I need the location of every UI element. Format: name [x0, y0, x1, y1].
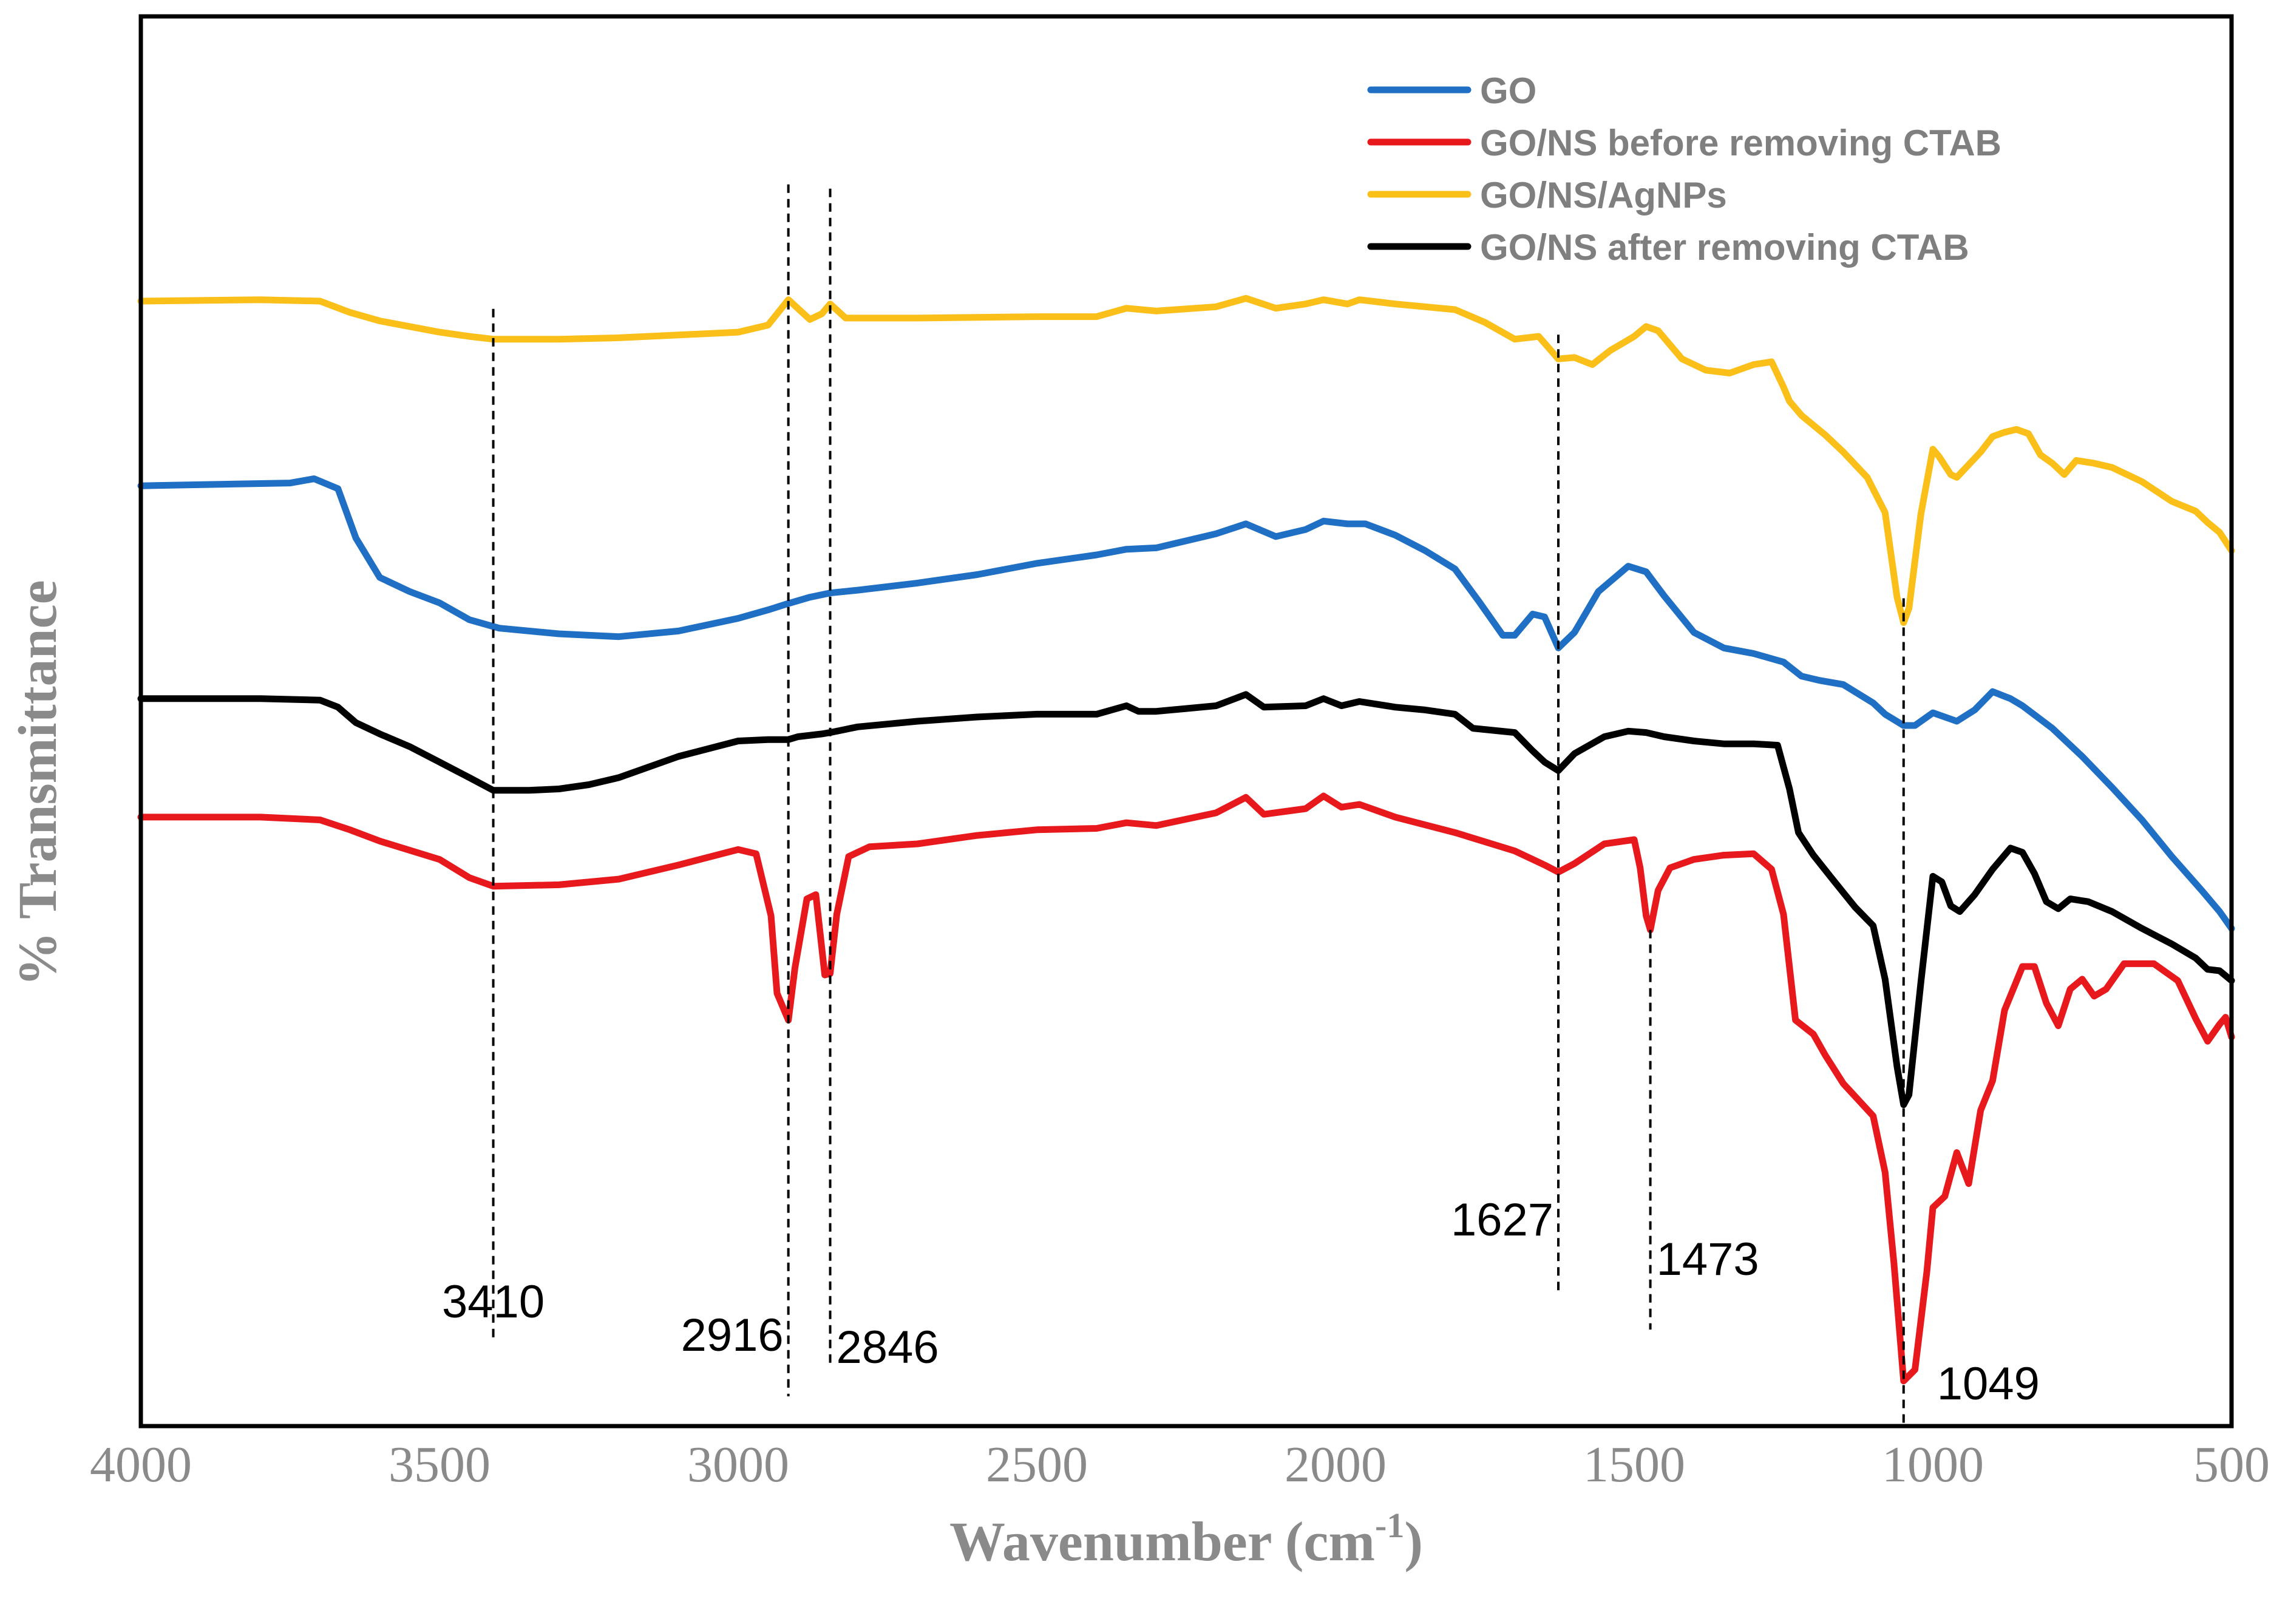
- peak-label-3410: 3410: [442, 1276, 545, 1328]
- legend-label-go-ns-after-removing-ctab: GO/NS after removing CTAB: [1480, 227, 1969, 268]
- x-axis-title-main: Wavenumber (cm: [949, 1510, 1375, 1572]
- peak-label-2846: 2846: [837, 1322, 939, 1373]
- series-layer: [137, 294, 2235, 1385]
- x-tick-label-3000: 3000: [687, 1436, 789, 1493]
- series-line-go: [137, 475, 2235, 932]
- x-tick-label-4000: 4000: [90, 1436, 192, 1493]
- legend: GO GO/NS before removing CTAB GO/NS/AgNPs G…: [1367, 70, 2001, 268]
- peak-label-1627: 1627: [1451, 1194, 1553, 1246]
- peak-label-1049: 1049: [1937, 1358, 2040, 1410]
- series-line-go-ns-after-removing-ctab: [137, 691, 2235, 1109]
- series-line-go-ns-agnps: [137, 294, 2235, 626]
- x-axis-title-close: ): [1404, 1510, 1423, 1572]
- x-tick-label-3500: 3500: [389, 1436, 491, 1493]
- legend-label-go: GO: [1480, 70, 1536, 111]
- x-axis-title-superscript: -1: [1375, 1506, 1404, 1545]
- guide-line-layer: [492, 184, 1905, 1426]
- legend-label-go-ns-before-removing-ctab: GO/NS before removing CTAB: [1480, 123, 2001, 163]
- peak-label-2916: 2916: [681, 1310, 784, 1361]
- y-axis-title: % Transmittance: [8, 580, 68, 986]
- series-line-go-ns-before-removing-ctab: [137, 792, 2235, 1385]
- x-axis-title: Wavenumber (cm-1): [949, 1506, 1423, 1572]
- x-tick-label-2500: 2500: [986, 1436, 1088, 1493]
- x-tick-label-1500: 1500: [1583, 1436, 1685, 1493]
- x-tick-label-1000: 1000: [1882, 1436, 1984, 1493]
- legend-label-go-ns-agnps: GO/NS/AgNPs: [1480, 175, 1727, 216]
- x-axis-tick-labels: 4000 3500 3000 2500 2000 1500 1000 500: [90, 1436, 2270, 1493]
- plot-area-frame: [138, 14, 2234, 1429]
- annotation-layer: 3410 2916 2846 1627 1473 1049: [442, 1194, 2040, 1410]
- peak-label-1473: 1473: [1657, 1234, 1759, 1285]
- x-tick-label-500: 500: [2193, 1436, 2270, 1493]
- x-tick-label-2000: 2000: [1285, 1436, 1387, 1493]
